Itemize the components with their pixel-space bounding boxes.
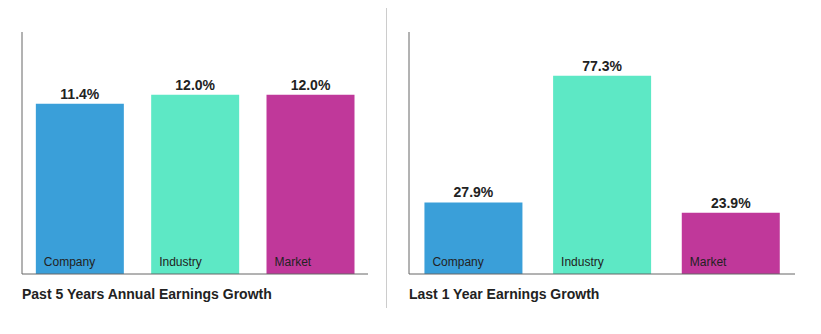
svg-text:Company: Company <box>44 255 95 269</box>
svg-text:12.0%: 12.0% <box>175 77 215 93</box>
svg-text:Market: Market <box>275 255 312 269</box>
html-text:Past 5 Years Annual Earnings G: Past 5 Years Annual Earnings Growth <box>22 286 272 302</box>
svg-text:77.3%: 77.3% <box>582 58 622 74</box>
svg-text:11.4%: 11.4% <box>60 86 99 102</box>
svg-text:Industry: Industry <box>561 255 604 269</box>
svg-text:23.9%: 23.9% <box>711 195 751 211</box>
svg-text:Industry: Industry <box>159 255 202 269</box>
svg-text:Market: Market <box>690 255 727 269</box>
svg-text:27.9%: 27.9% <box>454 184 494 200</box>
html-text:Last 1 Year Earnings Growth: Last 1 Year Earnings Growth <box>409 286 600 302</box>
svg-text:12.0%: 12.0% <box>291 77 331 93</box>
svg-text:Company: Company <box>432 255 483 269</box>
